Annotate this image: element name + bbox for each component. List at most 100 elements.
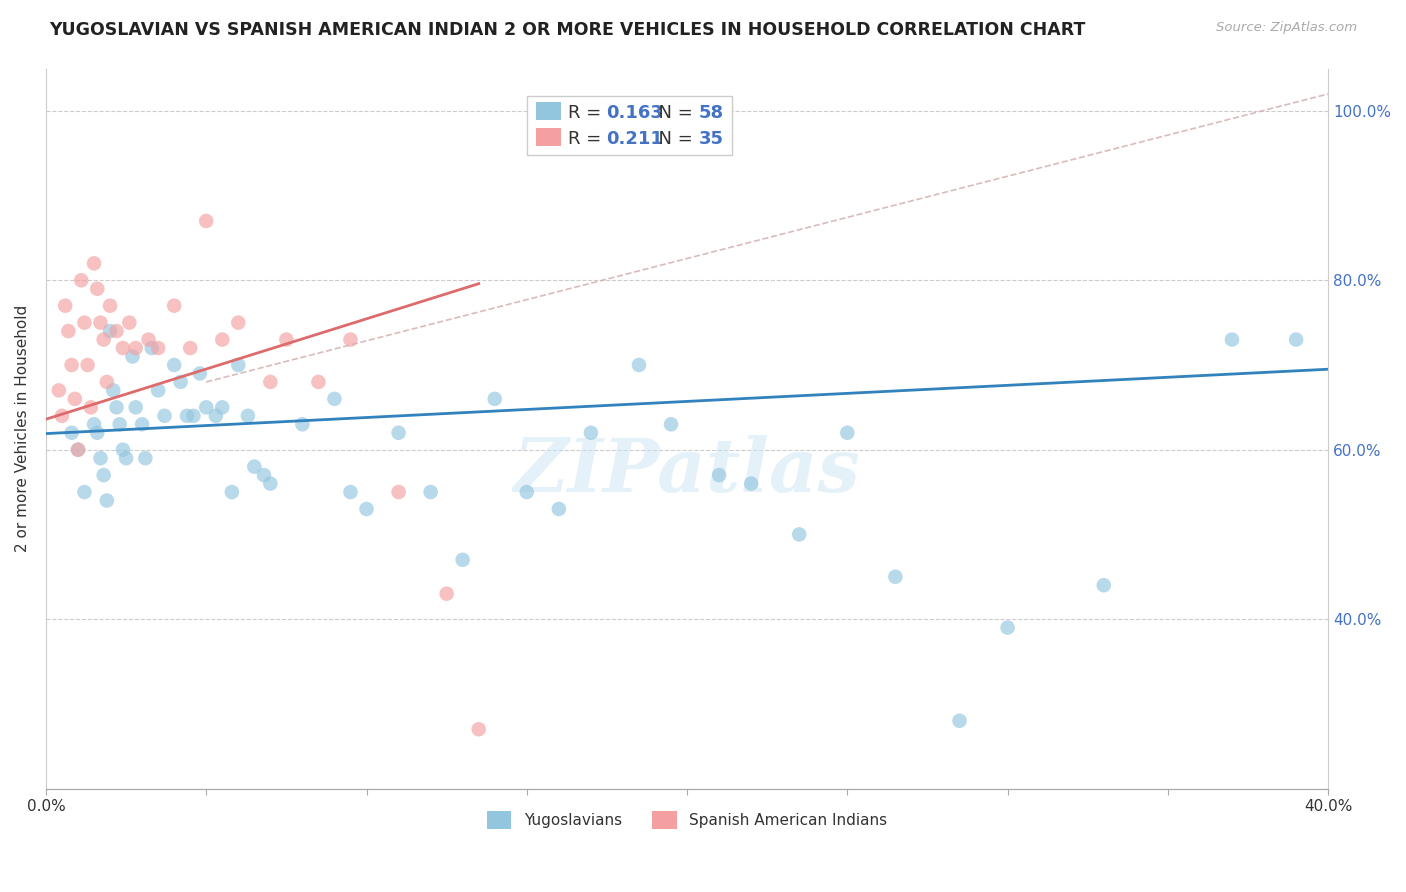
Point (579, 425, 602, 440)
Point (179, 341, 201, 355)
Point (627, 358, 650, 372)
Point (484, 392, 506, 406)
Point (125, 401, 148, 415)
Point (76, 358, 98, 372)
Text: ZIPatlas: ZIPatlas (513, 435, 860, 508)
Point (243, 459, 266, 474)
Point (138, 333, 160, 347)
Point (547, 502, 569, 516)
Point (121, 350, 143, 364)
Point (205, 409, 228, 423)
Text: R =: R = (568, 104, 607, 122)
Point (83, 417, 105, 432)
Point (419, 485, 441, 500)
Point (387, 425, 409, 440)
Point (259, 375, 281, 389)
Point (70, 273, 93, 287)
Point (51, 409, 73, 423)
Point (73, 485, 96, 500)
Point (93, 333, 115, 347)
FancyBboxPatch shape (527, 95, 733, 155)
Point (118, 316, 141, 330)
Point (195, 214, 218, 228)
Point (707, 468, 730, 483)
Point (226, 358, 249, 372)
Point (436, 587, 458, 601)
Point (53, 299, 76, 313)
Point (183, 409, 205, 423)
Point (659, 417, 682, 432)
Point (837, 425, 859, 440)
Point (291, 417, 314, 432)
Point (105, 324, 128, 338)
Point (108, 417, 131, 432)
Point (387, 485, 409, 500)
Point (997, 621, 1019, 635)
Point (96, 375, 118, 389)
Point (948, 714, 970, 728)
Point (176, 409, 198, 423)
Point (115, 451, 138, 466)
Point (105, 401, 128, 415)
Point (86, 282, 108, 296)
Point (467, 723, 489, 737)
Point (83, 256, 105, 270)
Y-axis label: 2 or more Vehicles in Household: 2 or more Vehicles in Household (15, 305, 30, 552)
Point (339, 485, 361, 500)
Point (134, 451, 156, 466)
Point (451, 553, 474, 567)
Point (236, 409, 259, 423)
Point (80, 401, 103, 415)
Point (98, 299, 121, 313)
Point (131, 417, 153, 432)
Point (323, 392, 346, 406)
Point (211, 333, 233, 347)
Point (98, 324, 121, 338)
Legend: Yugoslavians, Spanish American Indians: Yugoslavians, Spanish American Indians (481, 805, 893, 835)
Text: 35: 35 (699, 130, 724, 148)
Point (125, 341, 148, 355)
Point (60, 358, 83, 372)
Point (163, 358, 186, 372)
FancyBboxPatch shape (536, 102, 561, 120)
Point (339, 333, 361, 347)
Point (188, 367, 211, 381)
Text: Source: ZipAtlas.com: Source: ZipAtlas.com (1216, 21, 1357, 35)
Point (163, 299, 186, 313)
Point (60, 425, 83, 440)
Point (740, 476, 762, 491)
FancyBboxPatch shape (536, 128, 561, 146)
Point (66, 442, 89, 457)
Point (66, 442, 89, 457)
Text: N =: N = (647, 130, 699, 148)
Point (1285, 333, 1308, 347)
Point (111, 442, 134, 457)
Point (146, 341, 169, 355)
Point (89, 316, 111, 330)
Point (516, 485, 538, 500)
Point (1220, 333, 1243, 347)
Point (63, 392, 86, 406)
Point (259, 476, 281, 491)
Point (93, 468, 115, 483)
Point (787, 527, 810, 541)
Text: YUGOSLAVIAN VS SPANISH AMERICAN INDIAN 2 OR MORE VEHICLES IN HOUSEHOLD CORRELATI: YUGOSLAVIAN VS SPANISH AMERICAN INDIAN 2… (49, 21, 1085, 39)
Text: N =: N = (647, 104, 699, 122)
Point (89, 451, 111, 466)
Point (73, 316, 96, 330)
Point (884, 570, 907, 584)
Point (195, 401, 218, 415)
Point (356, 502, 378, 516)
Point (307, 375, 329, 389)
Point (58, 324, 80, 338)
Point (253, 468, 276, 483)
Text: 58: 58 (699, 104, 724, 122)
Text: R =: R = (568, 130, 607, 148)
Point (141, 341, 163, 355)
Point (169, 375, 191, 389)
Point (146, 384, 169, 398)
Point (153, 409, 176, 423)
Point (86, 425, 108, 440)
Point (111, 341, 134, 355)
Point (48, 384, 70, 398)
